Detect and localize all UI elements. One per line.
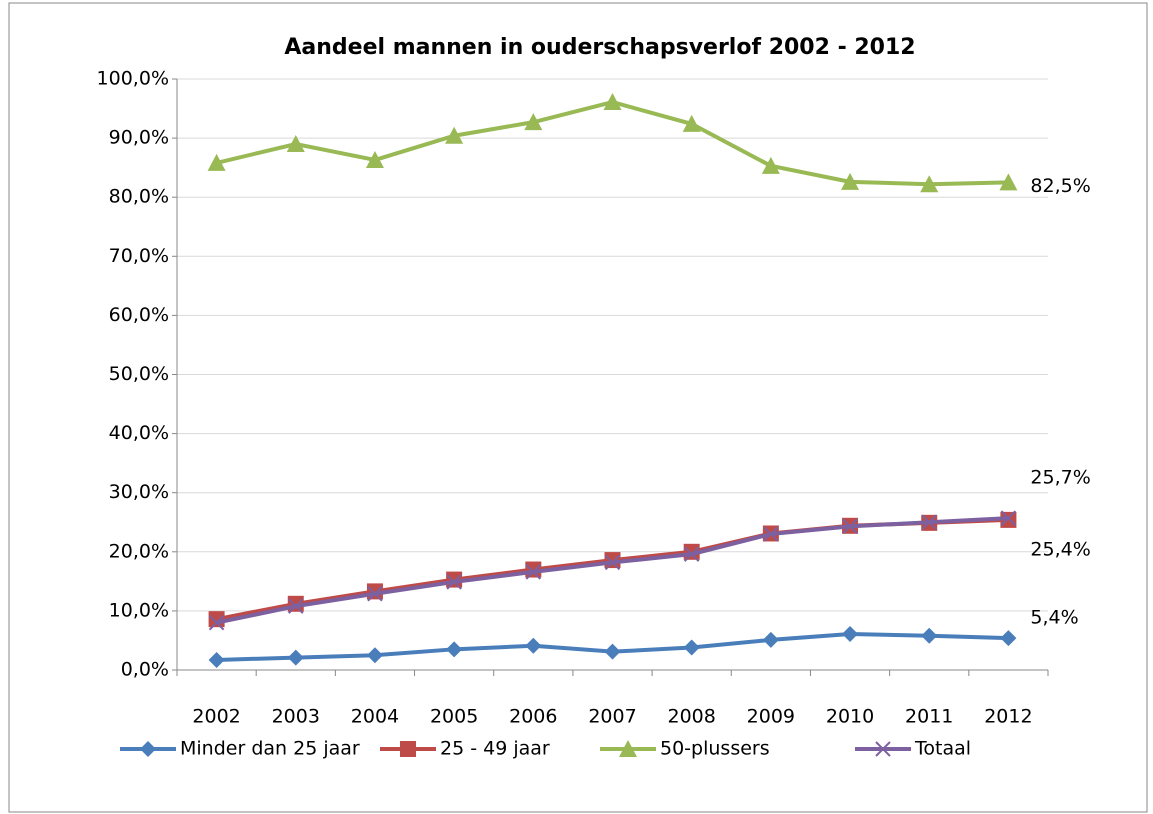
legend-label: 25 - 49 jaar — [440, 738, 550, 760]
y-tick-label: 40,0% — [109, 422, 169, 444]
data-point — [1000, 510, 1017, 526]
y-tick-label: 100,0% — [97, 68, 169, 90]
x-tick-label: 2010 — [826, 706, 874, 728]
x-tick-label: 2012 — [984, 706, 1032, 728]
data-point — [445, 126, 464, 144]
y-tick-label: 70,0% — [109, 245, 169, 267]
x-tick-label: 2009 — [747, 706, 795, 728]
data-point — [286, 135, 305, 153]
x-tick-label: 2008 — [668, 706, 716, 728]
x-tick-label: 2002 — [192, 706, 240, 728]
chart-title: Aandeel mannen in ouderschapsverlof 2002… — [284, 35, 915, 60]
data-point — [683, 546, 700, 562]
chart-frame — [8, 2, 1148, 813]
data-point — [762, 631, 779, 648]
data-point — [287, 649, 304, 666]
x-tick-label: 2006 — [509, 706, 557, 728]
legend-marker — [875, 741, 891, 757]
y-tick-label: 20,0% — [109, 540, 169, 562]
y-tick-label: 60,0% — [109, 304, 169, 326]
data-point — [921, 627, 938, 644]
data-label: 82,5% — [1030, 175, 1090, 197]
legend-marker — [400, 741, 416, 757]
data-point — [208, 651, 225, 668]
x-tick-label: 2005 — [430, 706, 478, 728]
y-tick-label: 10,0% — [109, 599, 169, 621]
x-tick-label: 2004 — [351, 706, 399, 728]
data-point — [525, 564, 542, 580]
data-point — [763, 526, 779, 542]
data-point — [842, 518, 858, 535]
data-point — [604, 643, 621, 660]
data-point — [446, 574, 462, 590]
data-point — [525, 637, 542, 654]
x-tick-label: 2003 — [272, 706, 320, 728]
data-point — [208, 611, 225, 628]
data-point — [1000, 630, 1017, 647]
data-point — [920, 175, 939, 193]
data-point — [921, 514, 937, 530]
y-tick-label: 30,0% — [109, 481, 169, 503]
y-tick-label: 80,0% — [109, 186, 169, 208]
legend-label: 50-plussers — [660, 738, 770, 760]
data-point — [365, 150, 384, 168]
data-point — [683, 639, 700, 656]
legend-label: Totaal — [914, 738, 971, 760]
data-point — [367, 586, 383, 602]
data-label: 5,4% — [1030, 607, 1078, 629]
data-point — [603, 93, 622, 111]
data-point — [841, 172, 860, 190]
data-label: 25,4% — [1030, 538, 1090, 560]
x-tick-label: 2007 — [588, 706, 636, 728]
legend-marker — [619, 740, 637, 757]
x-tick-label: 2011 — [905, 706, 953, 728]
y-tick-label: 90,0% — [109, 127, 169, 149]
data-point — [208, 615, 225, 631]
data-point — [999, 173, 1018, 191]
legend-label: Minder dan 25 jaar — [180, 738, 360, 760]
data-point — [842, 625, 859, 642]
data-label: 25,7% — [1030, 467, 1090, 489]
y-tick-label: 0,0% — [121, 659, 169, 681]
data-point — [524, 113, 543, 131]
data-point — [446, 641, 463, 658]
data-point — [288, 598, 304, 614]
data-point — [604, 554, 621, 571]
legend-marker — [140, 741, 156, 757]
data-point — [207, 153, 226, 171]
y-tick-label: 50,0% — [109, 363, 169, 385]
data-point — [366, 647, 383, 664]
data-point — [761, 156, 780, 174]
data-point — [682, 114, 701, 132]
